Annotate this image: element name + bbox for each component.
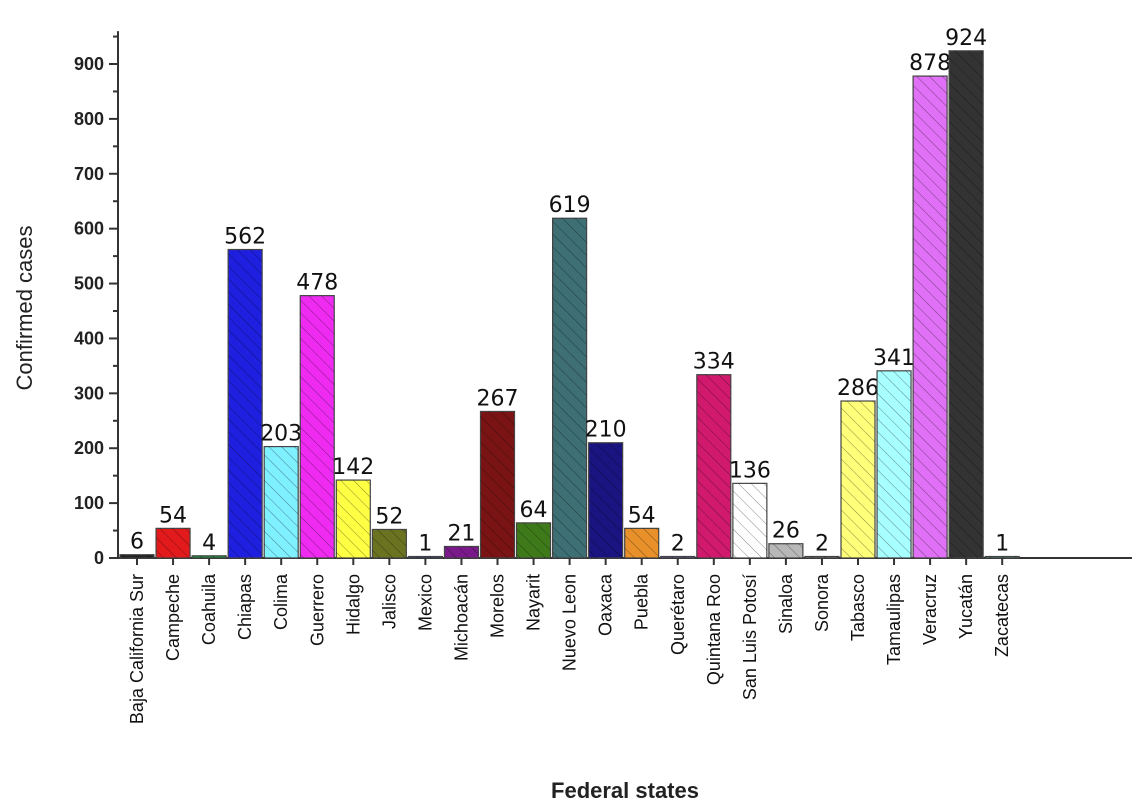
bar-hatch [408,556,443,558]
data-label: 1 [995,532,1009,557]
x-tick-label: Tamaulipas [884,574,904,665]
data-label: 4 [202,531,216,556]
x-tick-label: Oaxaca [596,573,616,636]
data-label: 341 [873,346,915,371]
data-label: 2 [671,532,685,557]
y-tick-label: 700 [74,164,104,184]
data-label: 286 [837,376,879,401]
data-label: 21 [447,521,475,546]
x-tick-label: Quintana Roo [704,574,724,685]
x-tick-label: Veracruz [920,574,940,645]
data-label: 210 [585,418,627,443]
data-label: 878 [909,51,951,76]
x-tick-label: Chiapas [235,574,255,640]
bar-hatch [228,249,263,558]
bar-hatch [336,480,371,558]
x-tick-label: Morelos [488,574,508,638]
y-axis-title: Confirmed cases [12,225,37,390]
x-tick-label: Michoacán [451,574,471,661]
data-label: 54 [159,503,187,528]
y-tick-label: 900 [74,54,104,74]
bar-hatch [372,529,407,558]
y-tick-label: 200 [74,438,104,458]
x-tick-label: Nuevo Leon [560,574,580,671]
data-label: 52 [375,504,403,529]
data-label: 267 [477,386,519,411]
data-label: 64 [520,498,548,523]
x-tick-label: Mexico [415,574,435,631]
x-axis-title: Federal states [551,778,699,803]
x-tick-label: Jalisco [379,574,399,629]
bar-hatch [300,295,335,558]
data-label: 54 [628,503,656,528]
bar-hatch [516,522,551,558]
y-tick-label: 600 [74,219,104,239]
bar-hatch [120,554,154,558]
x-tick-label: Querétaro [668,574,688,655]
x-tick-label: Coahuila [199,573,219,645]
data-label: 334 [693,350,735,375]
data-label: 2 [815,532,829,557]
bar-hatch [552,218,587,558]
data-label: 1 [418,532,432,557]
bar-hatch [949,50,984,559]
data-label: 619 [549,193,591,218]
y-tick-label: 400 [74,328,104,348]
x-tick-label: Yucatán [956,574,976,639]
bar-hatch [588,442,623,558]
bar-hatch [768,543,803,558]
x-tick-label: Colima [271,573,291,630]
plot-area: 0 100 200 300 400 500 600 700 800 900 6 Baja Califo… [74,26,1132,724]
y-tick-label: 0 [94,548,104,568]
data-label: 562 [224,225,266,250]
x-tick-label: Puebla [632,573,652,630]
bar-hatch [444,546,479,558]
bar-hatch [192,555,227,558]
x-tick-label: Tabasco [848,574,868,641]
data-label: 924 [945,26,987,51]
bar-hatch [480,411,515,558]
x-tick-label: Baja California Sur [127,574,147,724]
x-tick-label: Campeche [163,574,183,661]
x-tick-label: Nayarit [524,574,544,631]
data-label: 142 [332,455,374,480]
y-tick-label: 500 [74,274,104,294]
y-tick-label: 800 [74,109,104,129]
data-label: 26 [772,519,800,544]
bar-hatch [732,483,767,558]
bar-hatch [841,401,875,558]
bar-hatch [156,528,191,558]
x-tick-label: Hidalgo [343,574,363,635]
data-label: 136 [729,458,771,483]
data-label: 203 [260,422,302,447]
bar-hatch [985,556,1020,558]
bar-hatch [877,370,912,558]
bar-hatch [696,374,731,558]
x-tick-label: San Luis Potosí [740,574,760,700]
bar-hatch [660,556,695,558]
x-tick-label: Sinaloa [776,573,796,634]
data-label: 6 [130,530,144,555]
bar-hatch [913,76,948,558]
y-tick-label: 100 [74,493,104,513]
bar-hatch [804,556,839,558]
x-tick-label: Zacatecas [992,574,1012,657]
x-tick-label: Guerrero [307,574,327,646]
bar-hatch [624,528,659,558]
x-tick-label: Sonora [812,573,832,632]
bar-hatch [264,446,299,558]
data-label: 478 [296,271,338,296]
y-tick-label: 300 [74,383,104,403]
